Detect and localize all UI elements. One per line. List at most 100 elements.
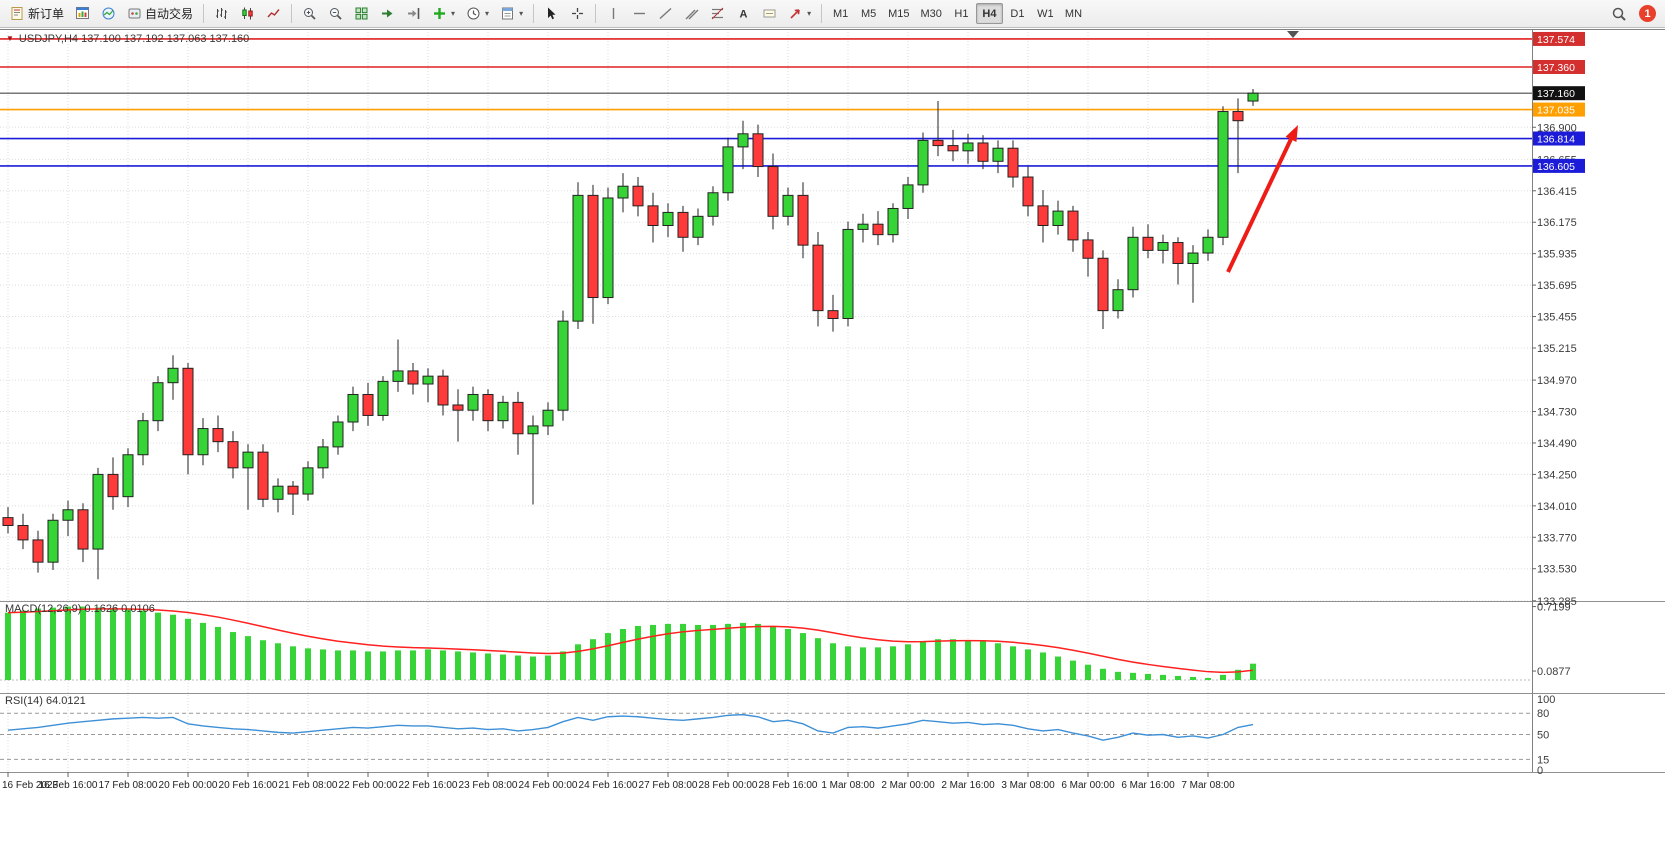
fibonacci-tool-button[interactable] (705, 2, 730, 25)
timeframe-m5-button[interactable]: M5 (855, 3, 882, 24)
search-button[interactable] (1606, 2, 1632, 25)
candlestick-chart-icon (240, 6, 255, 21)
toolbar: 新订单 自动交易 (0, 0, 1665, 28)
timeframe-m15-button[interactable]: M15 (883, 3, 914, 24)
svg-text:2 Mar 16:00: 2 Mar 16:00 (941, 780, 995, 791)
fibonacci-icon (710, 6, 725, 21)
autotrading-button[interactable]: 自动交易 (122, 2, 198, 25)
new-order-label: 新订单 (28, 7, 65, 21)
svg-text:6 Mar 16:00: 6 Mar 16:00 (1121, 780, 1175, 791)
symbol-info: ▼ USDJPY,H4 137.100 137.192 137.063 137.1… (6, 33, 249, 45)
zoom-out-button[interactable] (323, 2, 348, 25)
chart-canvas[interactable]: 136.900136.655136.415136.175135.935135.6… (0, 29, 1665, 844)
text-tool-button[interactable]: A (731, 2, 756, 25)
zoom-out-icon (328, 6, 343, 21)
templates-button[interactable]: ▾ (495, 2, 528, 25)
svg-text:20 Feb 16:00: 20 Feb 16:00 (219, 780, 278, 791)
timeframe-m1-button[interactable]: M1 (827, 3, 854, 24)
svg-text:0.7199: 0.7199 (1537, 602, 1571, 614)
timeframe-w1-button[interactable]: W1 (1032, 3, 1059, 24)
svg-text:21 Feb 08:00: 21 Feb 08:00 (279, 780, 338, 791)
svg-text:134.250: 134.250 (1537, 469, 1577, 481)
svg-text:17 Feb 08:00: 17 Feb 08:00 (99, 780, 158, 791)
auto-scroll-button[interactable] (375, 2, 400, 25)
crosshair-button[interactable] (565, 2, 590, 25)
line-chart-button[interactable] (261, 2, 286, 25)
market-watch-button[interactable] (96, 2, 121, 25)
svg-text:80: 80 (1537, 708, 1549, 720)
svg-text:0: 0 (1537, 765, 1543, 777)
svg-text:135.695: 135.695 (1537, 280, 1577, 292)
bar-chart-icon (214, 6, 229, 21)
svg-text:6 Mar 00:00: 6 Mar 00:00 (1061, 780, 1115, 791)
price-axis: 136.900136.655136.415136.175135.935135.6… (1532, 31, 1585, 608)
chart-window-button[interactable] (70, 2, 95, 25)
rsi-panel: 100 80 50 150 (0, 694, 1555, 777)
dropdown-caret-icon: ▾ (807, 9, 812, 18)
trend-arrow (1226, 125, 1298, 273)
periods-button[interactable]: ▾ (461, 2, 494, 25)
vertical-line-tool-button[interactable] (601, 2, 626, 25)
tile-windows-button[interactable] (349, 2, 374, 25)
zoom-in-button[interactable] (297, 2, 322, 25)
svg-text:134.490: 134.490 (1537, 438, 1577, 450)
svg-text:136.814: 136.814 (1537, 134, 1575, 146)
new-order-icon (10, 6, 25, 21)
cursor-icon (544, 6, 559, 21)
level-lines (0, 38, 1532, 167)
svg-text:134.970: 134.970 (1537, 375, 1577, 387)
one-click-trading-collapse-icon[interactable]: ▼ (6, 34, 14, 43)
svg-text:133.285: 133.285 (1537, 596, 1577, 608)
toolbar-separator (595, 4, 597, 23)
zoom-in-icon (302, 6, 317, 21)
symbol-ohlc-text: USDJPY,H4 137.100 137.192 137.063 137.16… (18, 33, 250, 45)
svg-text:133.770: 133.770 (1537, 532, 1577, 544)
cursor-button[interactable] (539, 2, 564, 25)
chart-shift-icon (406, 6, 421, 21)
svg-text:1 Mar 08:00: 1 Mar 08:00 (821, 780, 875, 791)
svg-text:22 Feb 00:00: 22 Feb 00:00 (339, 780, 398, 791)
grid-layer (0, 29, 1532, 772)
tile-windows-icon (354, 6, 369, 21)
svg-text:28 Feb 00:00: 28 Feb 00:00 (699, 780, 758, 791)
timeframe-mn-button[interactable]: MN (1060, 3, 1087, 24)
svg-text:16 Feb 16:00: 16 Feb 16:00 (39, 780, 98, 791)
arrows-tool-button[interactable]: ▾ (783, 2, 816, 25)
svg-text:50: 50 (1537, 730, 1549, 742)
candlestick-chart-button[interactable] (235, 2, 260, 25)
svg-text:137.160: 137.160 (1537, 88, 1575, 100)
periods-icon (466, 6, 481, 21)
svg-text:133.530: 133.530 (1537, 564, 1577, 576)
autotrading-icon (127, 6, 142, 21)
svg-text:134.730: 134.730 (1537, 407, 1577, 419)
new-order-button[interactable]: 新订单 (5, 2, 69, 25)
text-label-tool-button[interactable] (757, 2, 782, 25)
horizontal-line-tool-button[interactable] (627, 2, 652, 25)
svg-text:135.455: 135.455 (1537, 312, 1577, 324)
svg-text:136.175: 136.175 (1537, 217, 1577, 229)
svg-text:136.605: 136.605 (1537, 161, 1575, 173)
svg-text:137.574: 137.574 (1537, 34, 1575, 46)
svg-text:0.0877: 0.0877 (1537, 666, 1571, 678)
chart-shift-button[interactable] (401, 2, 426, 25)
equidistant-channel-icon (684, 6, 699, 21)
notification-badge[interactable]: 1 (1639, 5, 1656, 22)
candles-layer (2, 88, 1259, 580)
indicators-button[interactable]: ▾ (427, 2, 460, 25)
timeframe-h4-button[interactable]: H4 (975, 3, 1003, 24)
svg-text:27 Feb 08:00: 27 Feb 08:00 (639, 780, 698, 791)
equidistant-channel-tool-button[interactable] (679, 2, 704, 25)
svg-text:135.935: 135.935 (1537, 249, 1577, 261)
templates-icon (500, 6, 515, 21)
svg-text:2 Mar 00:00: 2 Mar 00:00 (881, 780, 935, 791)
bar-chart-button[interactable] (209, 2, 234, 25)
svg-text:137.035: 137.035 (1537, 105, 1575, 117)
trendline-tool-button[interactable] (653, 2, 678, 25)
dropdown-caret-icon: ▾ (451, 9, 456, 18)
timeframe-d1-button[interactable]: D1 (1004, 3, 1031, 24)
timeframe-h1-button[interactable]: H1 (948, 3, 975, 24)
timeframe-m30-button[interactable]: M30 (916, 3, 947, 24)
arrows-icon (788, 6, 803, 21)
market-watch-icon (101, 6, 116, 21)
